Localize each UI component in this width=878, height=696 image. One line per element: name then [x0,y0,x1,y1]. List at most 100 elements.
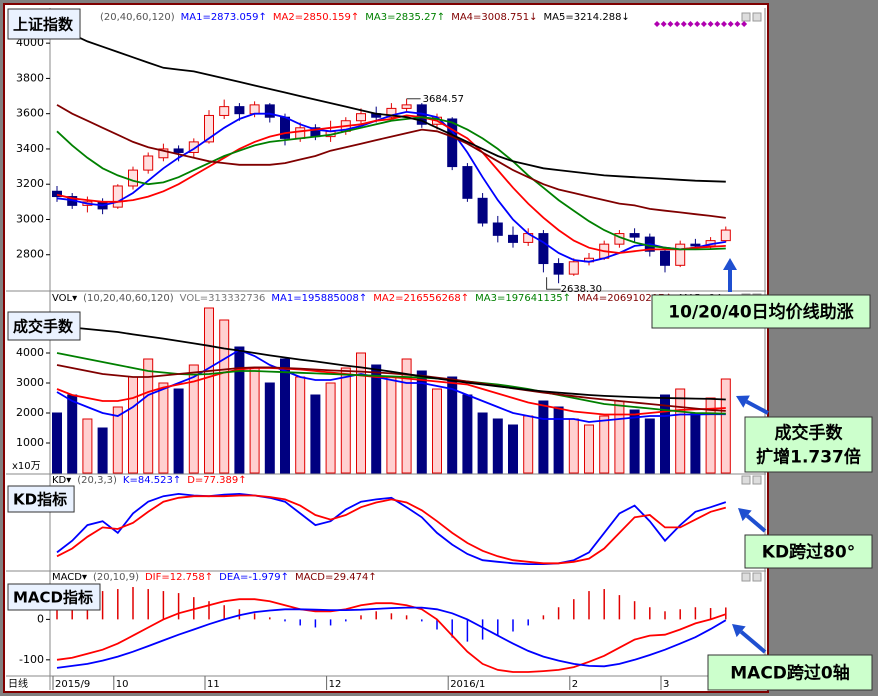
candle-body [386,107,397,118]
volume-bar [219,319,230,474]
candle-body [477,197,488,224]
callout-arrow [745,514,767,533]
panel-title: MACD指标 [13,589,93,607]
volume-bar [690,412,701,474]
signal-marker [674,21,681,27]
volume-bar [416,370,427,474]
volume-bar [97,427,108,474]
signal-marker [714,21,721,27]
callout-text: KD跨过80° [762,543,855,563]
panel-button [741,12,751,22]
panel-title-box [7,8,81,40]
candle-body [128,169,138,187]
candle-body [675,243,686,266]
volume-bar [67,394,78,474]
legend-entry: (20,10,9) [93,572,139,583]
candle-body [219,106,230,116]
signal-marker [727,21,734,27]
x-tick-label: 2 [572,679,578,690]
volume-bar [204,307,214,474]
callout-arrow-head [732,624,746,638]
candle-body [568,261,579,275]
axis-unit: x10万 [12,461,41,472]
value-label: 2638.30 [561,284,602,295]
y-tick-label: 3200 [16,177,44,190]
callout-box [707,654,873,691]
volume-bar [340,367,351,474]
legend-entry: MA4=206910297↑ [577,293,673,304]
callout-arrow-head [736,395,750,408]
volume-bar [553,406,564,474]
volume-bar [249,367,260,474]
volume-bar [629,409,640,474]
value-label: 3684.57 [423,94,464,105]
volume-bar [462,394,473,474]
legend-entry: MA4=3008.751↓ [451,12,537,23]
candle-body [188,141,199,153]
legend-entry: DEA=-1.979↑ [219,572,289,583]
legend-entry: MA1=195885008↑ [271,293,367,304]
volume-bar [264,382,275,474]
x-axis-label: 日线 [8,677,28,690]
candle-body [462,166,473,199]
volume-bar [82,418,93,474]
callout-arrow-head [738,508,752,522]
candle-body [173,148,184,153]
candle-body [538,233,549,265]
volume-bar [143,358,154,474]
legend-entry: MA3=197641135↑ [475,293,571,304]
candle-body [143,155,154,171]
legend-entry: KD▾ [52,475,71,486]
signal-marker [687,21,694,27]
signal-marker [667,21,674,27]
volume-bar [234,346,245,474]
volume-bar [325,382,336,474]
volume-bar [128,376,138,474]
signal-marker [707,21,714,27]
y-tick-label: 3800 [16,71,44,84]
y-tick-label: 0 [37,612,44,625]
volume-bar [310,394,321,474]
volume-bar [386,376,397,474]
callout-box [744,416,873,473]
callout-box [651,294,871,329]
candle-body [249,104,260,115]
volume-bar [538,400,549,474]
candle-body [508,234,518,243]
panel-button [752,572,762,582]
callout-text: 成交手数 [775,423,844,444]
candle-body [52,190,62,198]
legend-entry: MA2=2850.159↑ [273,12,359,23]
volume-bar [371,364,382,474]
candle-body [112,185,123,208]
candle-body [690,243,701,247]
callout-arrow [739,630,767,654]
volume-bar [492,418,503,474]
ma-line [56,352,726,415]
legend-entry: DIF=12.758↑ [145,572,213,583]
volume-bar [523,415,534,474]
candle-body [553,263,564,275]
volume-bar [356,352,366,474]
y-tick-label: 2800 [16,248,44,261]
volume-bar [432,388,442,474]
volume-bar [660,394,670,474]
panel-title-box [7,311,81,341]
y-tick-label: 1000 [16,436,44,449]
ma-line [56,116,726,251]
panel-button [741,475,751,485]
volume-bar [599,415,610,474]
candle-body [492,222,503,236]
ma-line [56,28,726,183]
x-tick-label: 2015/9 [55,679,90,690]
volume-bar [720,378,731,474]
callout-box [744,534,873,569]
candle-body [629,233,640,238]
panel-title-box [7,485,75,513]
legend-entry: (10,20,40,60,120) [83,293,174,304]
y-tick-label: -100 [19,653,44,666]
x-tick-label: 2016/1 [450,679,485,690]
candle-body [234,106,245,115]
candle-body [158,148,169,159]
